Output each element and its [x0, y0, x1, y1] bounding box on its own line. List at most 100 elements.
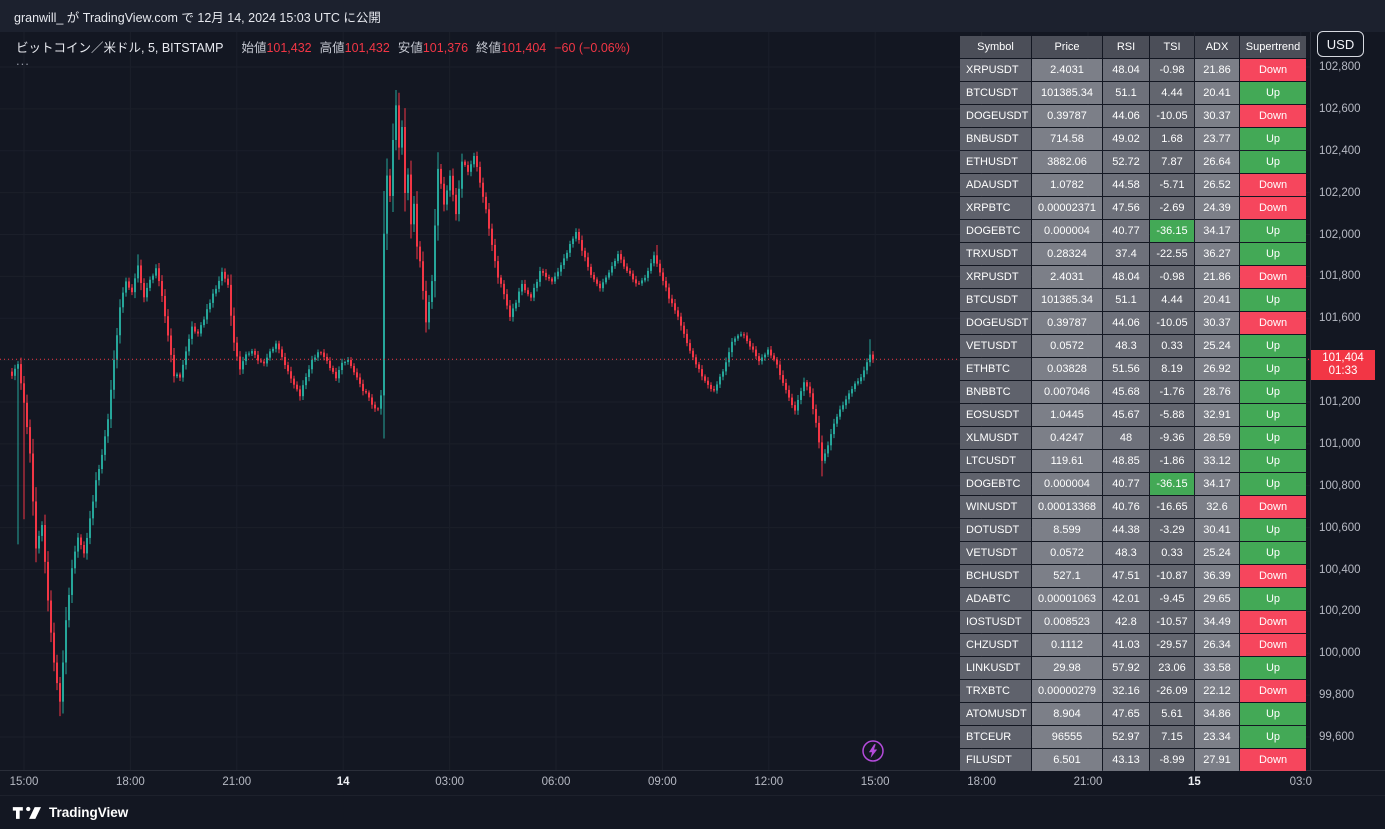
screener-symbol-cell[interactable]: VETUSDT	[960, 542, 1031, 564]
screener-symbol-cell[interactable]: ETHBTC	[960, 358, 1031, 380]
ohlc-field-label: 高値	[319, 41, 345, 55]
screener-price-cell: 0.0572	[1032, 542, 1102, 564]
screener-header-cell: TSI	[1150, 36, 1194, 58]
screener-rsi-cell: 48.3	[1103, 542, 1149, 564]
currency-toggle-button[interactable]: USD	[1317, 31, 1364, 57]
screener-adx-cell: 25.24	[1195, 335, 1239, 357]
tradingview-logo-icon[interactable]	[12, 804, 42, 822]
screener-tsi-cell: -3.29	[1150, 519, 1194, 541]
screener-symbol-cell[interactable]: ETHUSDT	[960, 151, 1031, 173]
screener-header-cell: Supertrend	[1240, 36, 1306, 58]
screener-symbol-cell[interactable]: DOTUSDT	[960, 519, 1031, 541]
screener-symbol-cell[interactable]: BNBUSDT	[960, 128, 1031, 150]
screener-rsi-cell: 45.67	[1103, 404, 1149, 426]
screener-symbol-cell[interactable]: XRPUSDT	[960, 59, 1031, 81]
legend-more-ellipsis[interactable]: ...	[16, 53, 30, 68]
screener-rsi-cell: 40.77	[1103, 220, 1149, 242]
screener-price-cell: 1.0445	[1032, 404, 1102, 426]
screener-tsi-cell: 1.68	[1150, 128, 1194, 150]
screener-price-cell: 0.000004	[1032, 473, 1102, 495]
brand-name[interactable]: TradingView	[49, 805, 129, 820]
screener-symbol-cell[interactable]: TRXBTC	[960, 680, 1031, 702]
ohlc-field-value: 101,432	[266, 41, 312, 55]
screener-adx-cell: 27.91	[1195, 749, 1239, 771]
screener-adx-cell: 30.41	[1195, 519, 1239, 541]
screener-symbol-cell[interactable]: BTCUSDT	[960, 289, 1031, 311]
screener-header-cell: ADX	[1195, 36, 1239, 58]
price-axis-label: 102,600	[1319, 102, 1361, 115]
screener-rsi-cell: 40.77	[1103, 473, 1149, 495]
price-axis-label: 100,800	[1319, 479, 1361, 492]
screener-rsi-cell: 48.04	[1103, 266, 1149, 288]
screener-symbol-cell[interactable]: BTCEUR	[960, 726, 1031, 748]
screener-tsi-cell: -10.57	[1150, 611, 1194, 633]
screener-tsi-cell: 0.33	[1150, 542, 1194, 564]
screener-tsi-cell: -8.99	[1150, 749, 1194, 771]
screener-price-cell: 0.008523	[1032, 611, 1102, 633]
price-change: −60 (−0.06%)	[554, 41, 630, 55]
screener-symbol-cell[interactable]: LINKUSDT	[960, 657, 1031, 679]
screener-symbol-cell[interactable]: EOSUSDT	[960, 404, 1031, 426]
screener-supertrend-cell: Up	[1240, 703, 1306, 725]
screener-symbol-cell[interactable]: BTCUSDT	[960, 82, 1031, 104]
price-axis-label: 101,000	[1319, 437, 1361, 450]
price-axis-label: 102,800	[1319, 61, 1361, 73]
price-axis-label: 102,400	[1319, 144, 1361, 157]
screener-price-cell: 0.1112	[1032, 634, 1102, 656]
screener-rsi-cell: 49.02	[1103, 128, 1149, 150]
symbol-title[interactable]: ビットコイン／米ドル, 5, BITSTAMP	[16, 41, 224, 55]
screener-tsi-cell: -2.69	[1150, 197, 1194, 219]
screener-adx-cell: 33.12	[1195, 450, 1239, 472]
screener-symbol-cell[interactable]: TRXUSDT	[960, 243, 1031, 265]
screener-supertrend-cell: Up	[1240, 726, 1306, 748]
publish-info-bar: granwill_ が TradingView.com で 12月 14, 20…	[0, 0, 1385, 32]
ohlc-field-value: 101,432	[344, 41, 390, 55]
screener-symbol-cell[interactable]: BCHUSDT	[960, 565, 1031, 587]
screener-symbol-cell[interactable]: ADAUSDT	[960, 174, 1031, 196]
lightning-idea-marker-icon[interactable]	[862, 740, 884, 762]
screener-price-cell: 527.1	[1032, 565, 1102, 587]
screener-adx-cell: 34.17	[1195, 473, 1239, 495]
screener-adx-cell: 33.58	[1195, 657, 1239, 679]
screener-symbol-cell[interactable]: FILUSDT	[960, 749, 1031, 771]
screener-tsi-cell: 5.61	[1150, 703, 1194, 725]
screener-tsi-cell: -22.55	[1150, 243, 1194, 265]
screener-header-cell: Price	[1032, 36, 1102, 58]
screener-tsi-cell: 7.15	[1150, 726, 1194, 748]
screener-tsi-cell: -10.05	[1150, 312, 1194, 334]
screener-rsi-cell: 42.01	[1103, 588, 1149, 610]
time-axis-label: 18:00	[116, 776, 145, 788]
screener-supertrend-cell: Down	[1240, 749, 1306, 771]
screener-symbol-cell[interactable]: ATOMUSDT	[960, 703, 1031, 725]
screener-rsi-cell: 40.76	[1103, 496, 1149, 518]
screener-symbol-cell[interactable]: CHZUSDT	[960, 634, 1031, 656]
screener-symbol-cell[interactable]: XRPBTC	[960, 197, 1031, 219]
time-axis-label: 15	[1187, 776, 1201, 788]
screener-symbol-cell[interactable]: ADABTC	[960, 588, 1031, 610]
screener-symbol-cell[interactable]: WINUSDT	[960, 496, 1031, 518]
screener-price-cell: 0.39787	[1032, 105, 1102, 127]
screener-supertrend-cell: Up	[1240, 82, 1306, 104]
screener-price-cell: 96555	[1032, 726, 1102, 748]
screener-symbol-cell[interactable]: DOGEUSDT	[960, 105, 1031, 127]
screener-table: Symbol Price RSI TSI ADX Supertrend XRPUSDT 2.4…	[960, 36, 1306, 771]
screener-symbol-cell[interactable]: DOGEUSDT	[960, 312, 1031, 334]
screener-price-cell: 101385.34	[1032, 82, 1102, 104]
screener-symbol-cell[interactable]: DOGEBTC	[960, 473, 1031, 495]
screener-symbol-cell[interactable]: XLMUSDT	[960, 427, 1031, 449]
screener-price-cell: 0.28324	[1032, 243, 1102, 265]
screener-price-cell: 0.007046	[1032, 381, 1102, 403]
screener-symbol-cell[interactable]: DOGEBTC	[960, 220, 1031, 242]
screener-symbol-cell[interactable]: XRPUSDT	[960, 266, 1031, 288]
time-axis-label: 09:00	[648, 776, 677, 788]
screener-symbol-cell[interactable]: BNBBTC	[960, 381, 1031, 403]
screener-symbol-cell[interactable]: VETUSDT	[960, 335, 1031, 357]
screener-price-cell: 8.904	[1032, 703, 1102, 725]
price-axis[interactable]: 102,800 102,600 102,400 102,200 102,000 101,8…	[1310, 32, 1385, 770]
time-axis-label: 14	[336, 776, 350, 788]
screener-symbol-cell[interactable]: LTCUSDT	[960, 450, 1031, 472]
time-axis[interactable]: 15:00 18:00 21:00 14 03:00 06:00 09:00 12:00 15:…	[0, 770, 1385, 796]
screener-symbol-cell[interactable]: IOSTUSDT	[960, 611, 1031, 633]
screener-supertrend-cell: Down	[1240, 59, 1306, 81]
screener-rsi-cell: 47.65	[1103, 703, 1149, 725]
